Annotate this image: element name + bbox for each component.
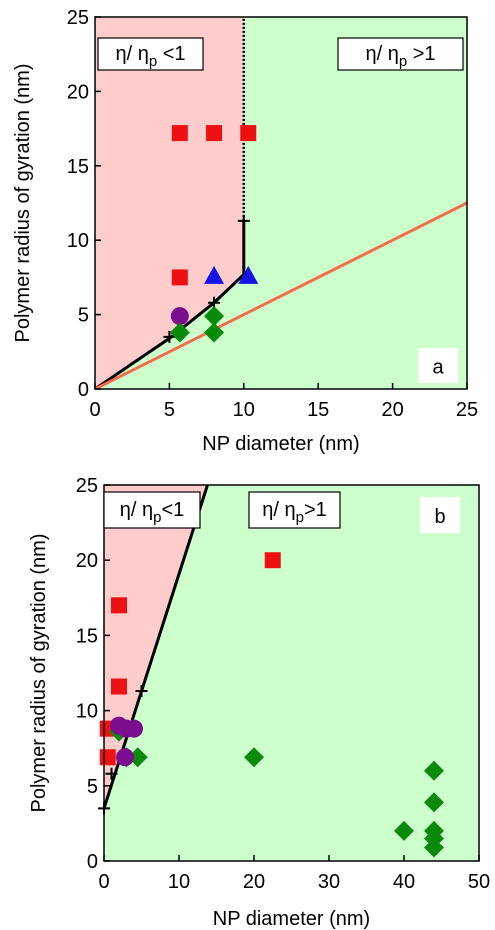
y-axis-label: Polymer radius of gyration (nm) (12, 64, 34, 343)
x-axis-label: NP diameter (nm) (202, 433, 359, 455)
panel-label: a (432, 357, 444, 379)
square-point (264, 552, 281, 569)
diamond-point (127, 747, 148, 768)
plus-point (135, 685, 148, 698)
x-tick-label: 25 (456, 399, 478, 421)
x-tick-label: 0 (98, 871, 109, 893)
x-tick-label: 20 (381, 399, 403, 421)
diamond-point (204, 306, 225, 327)
x-axis-label: NP diameter (nm) (213, 908, 370, 930)
x-tick-label: 10 (168, 871, 190, 893)
x-tick-label: 5 (164, 399, 175, 421)
annotation-box (337, 37, 464, 71)
y-tick-label: 5 (78, 305, 89, 327)
annotation-main: η/ η (115, 43, 148, 65)
triangle-point (204, 265, 225, 284)
y-tick-label: 25 (67, 7, 89, 29)
square-point (206, 125, 223, 142)
axes-frame (103, 484, 480, 862)
panel-label-box (418, 348, 458, 383)
x-tick-label: 0 (89, 399, 100, 421)
region-left (95, 17, 244, 389)
annotation-main: η/ η (262, 499, 295, 521)
plus-point (163, 330, 176, 343)
x-tick-label: 15 (307, 399, 329, 421)
diamond-point (424, 760, 444, 781)
annotation-box (248, 491, 341, 529)
y-tick-label: 0 (87, 851, 98, 873)
annotation: η/ ηp <1 (115, 43, 185, 70)
annotation: η/ ηp<1 (120, 499, 185, 526)
square-point (111, 678, 127, 695)
y-tick-label: 20 (67, 81, 89, 103)
annotation-sub: p (153, 509, 161, 526)
y-tick-label: 20 (76, 550, 98, 572)
annotation-main: η/ η (365, 43, 398, 65)
y-tick-label: 15 (76, 625, 98, 647)
diamond-point (204, 322, 225, 343)
y-tick-label: 15 (67, 156, 89, 178)
panel: 0 10 20 30 40 50 0 5 10 15 20 25 NP diameter (nm) Pol… (28, 475, 490, 930)
diamond-point (244, 747, 264, 768)
x-tick-label: 20 (243, 871, 265, 893)
circle-point (116, 748, 134, 767)
square-point (171, 269, 188, 286)
annotation-sub: p (399, 53, 407, 70)
diamond-point (169, 322, 190, 343)
diamond-point (424, 837, 444, 858)
annotation-tail: <1 (161, 499, 184, 521)
annotation-tail: >1 (304, 499, 327, 521)
plus-point (237, 214, 250, 227)
annotation-box (103, 491, 201, 529)
x-tick-label: 50 (468, 871, 490, 893)
panel: 0 5 10 15 20 25 0 5 10 15 20 25 NP diameter (nm) Poly… (12, 7, 478, 455)
axes-frame (94, 16, 468, 390)
y-tick-label: 0 (78, 379, 89, 401)
square-point (99, 749, 116, 766)
circle-point (125, 719, 143, 738)
panel-label: b (434, 506, 445, 528)
circle-point (170, 307, 189, 326)
annotation: η/ ηp>1 (262, 499, 327, 526)
annotation-sub: p (149, 53, 157, 70)
annotation-sub: p (296, 509, 304, 526)
x-tick-label: 10 (233, 399, 255, 421)
annotation-tail: >1 (407, 43, 435, 65)
annotation-tail: <1 (157, 43, 185, 65)
annotation-box (97, 37, 204, 71)
diamond-point (424, 792, 444, 813)
x-tick-label: 40 (393, 871, 415, 893)
line-series (95, 201, 467, 389)
y-tick-label: 5 (87, 776, 98, 798)
triangle-point (238, 265, 259, 284)
x-tick-label: 30 (318, 871, 340, 893)
square-point (240, 125, 257, 142)
diamond-point (394, 820, 414, 841)
square-point (111, 597, 127, 614)
y-tick-label: 10 (76, 701, 98, 723)
annotation-main: η/ η (120, 499, 153, 521)
y-tick-label: 25 (76, 475, 98, 497)
plus-point (105, 767, 118, 780)
annotation: η/ ηp >1 (365, 43, 435, 70)
square-point (171, 125, 188, 142)
y-axis-label: Polymer radius of gyration (nm) (28, 534, 50, 813)
panel-label-box (420, 497, 460, 533)
y-tick-label: 10 (67, 230, 89, 252)
